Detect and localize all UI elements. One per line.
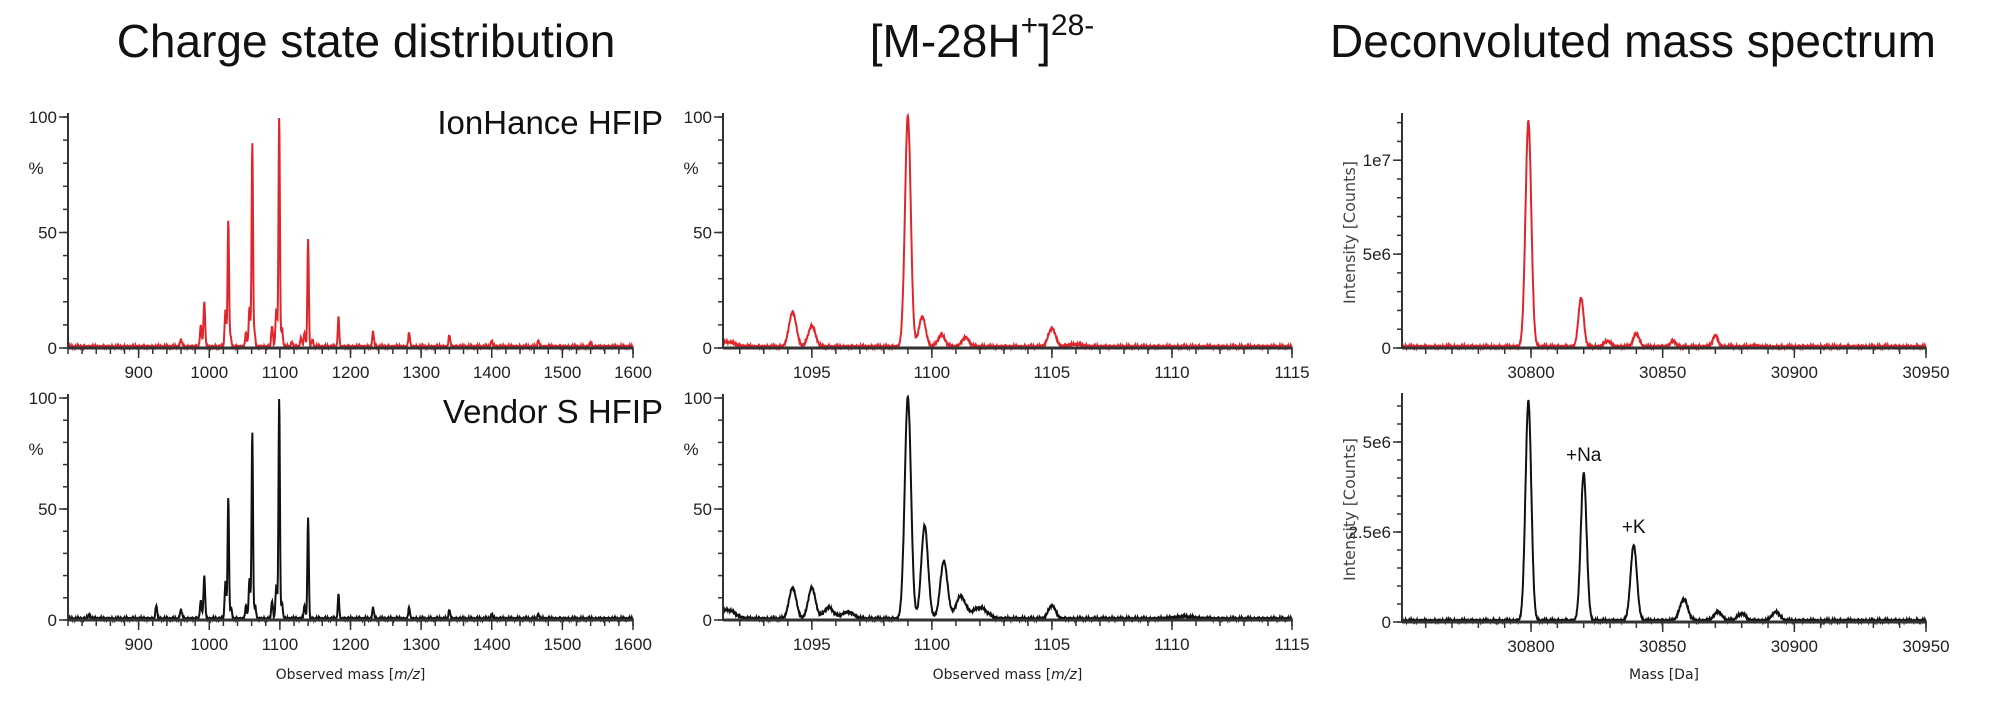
- x-tick-label: 1200: [332, 363, 370, 382]
- y-tick-label: 50: [693, 500, 712, 519]
- spectrum-line: [722, 394, 1293, 624]
- x-axis-label-italic: m/z: [1051, 667, 1077, 683]
- title-ion: [M-28H+]28-: [869, 11, 1094, 68]
- y-tick-label: 100: [684, 389, 712, 408]
- sample-label: IonHance HFIP: [437, 104, 663, 141]
- title-charge-state: Charge state distribution: [116, 15, 616, 67]
- x-tick-label: 1300: [402, 363, 440, 382]
- x-tick-label: 30850: [1639, 363, 1686, 382]
- x-tick-label: 30850: [1639, 637, 1686, 656]
- x-axis-label-post: ]: [420, 667, 425, 683]
- x-tick-label: 1400: [473, 635, 511, 654]
- y-tick-label: 0: [703, 611, 712, 630]
- x-tick-label: 30900: [1771, 637, 1818, 656]
- spectrum-line: [67, 398, 634, 624]
- y-tick-label: 0: [48, 611, 57, 630]
- title-ion-pre: [M-28H: [869, 15, 1021, 67]
- y-axis-label: %: [28, 159, 43, 178]
- x-tick-label: 1105: [1034, 363, 1071, 382]
- y-tick-label: 100: [684, 108, 712, 127]
- spectrum-line: [722, 112, 1293, 352]
- title-ion-mid: ]: [1038, 15, 1051, 67]
- x-tick-label: 1100: [914, 635, 951, 654]
- x-tick-label: 900: [124, 635, 152, 654]
- x-tick-label: 30900: [1771, 363, 1818, 382]
- peak-annotation: +Na: [1566, 445, 1602, 466]
- x-axis-label: Observed mass [m/z]: [276, 667, 426, 683]
- y-axis-label: Intensity [Counts]: [1340, 438, 1359, 581]
- panel-zoom-vendor: 1095 1100 1105 1110 1115 0 50 100% Observed mass…: [683, 389, 1309, 683]
- x-tick-label: 1600: [614, 363, 652, 382]
- x-tick-label: 30950: [1902, 637, 1949, 656]
- panel-zoom-ionhance: 1095 1100 1105 1110 1115 0 50 100%: [683, 108, 1309, 382]
- x-axis-label-pre: Observed mass [: [933, 667, 1052, 683]
- y-tick-label: 5e6: [1363, 245, 1391, 264]
- peak-annotation: +K: [1622, 517, 1646, 538]
- x-tick-label: 1095: [793, 635, 831, 654]
- x-axis-label: Mass [Da]: [1629, 667, 1699, 683]
- x-tick-label: 1100: [262, 635, 299, 654]
- x-tick-label: 30800: [1507, 637, 1554, 656]
- y-tick-label: 100: [29, 389, 57, 408]
- x-tick-label: 1500: [543, 363, 581, 382]
- x-axis-label-italic: m/z: [394, 667, 420, 683]
- x-tick-label: 1095: [793, 363, 831, 382]
- y-axis-label: Intensity [Counts]: [1340, 161, 1359, 304]
- y-tick-label: 100: [29, 108, 57, 127]
- x-tick-label: 30950: [1902, 363, 1949, 382]
- y-tick-label: 50: [693, 224, 712, 243]
- y-tick-label: 2.5e6: [1348, 523, 1391, 542]
- y-tick-label: 1e7: [1363, 151, 1391, 170]
- x-tick-label: 1115: [1274, 635, 1309, 654]
- title-ion-sup1: +: [1020, 9, 1039, 42]
- x-tick-label: 900: [124, 363, 152, 382]
- panel-charge-ionhance: 900 1000 1100 1200 1300 1400 1500 1600 0 50 100% Io…: [28, 104, 663, 382]
- x-axis-label: Observed mass [m/z]: [933, 667, 1083, 683]
- x-tick-label: 1100: [262, 363, 299, 382]
- y-axis-label: %: [683, 440, 698, 459]
- y-tick-label: 50: [38, 224, 57, 243]
- spectrum-line: [67, 117, 634, 352]
- y-tick-label: 0: [48, 339, 57, 358]
- x-tick-label: 1500: [543, 635, 581, 654]
- x-axis-label-pre: Observed mass [: [276, 667, 395, 683]
- x-tick-label: 1000: [190, 635, 228, 654]
- x-tick-label: 30800: [1507, 363, 1554, 382]
- x-tick-label: 1300: [402, 635, 440, 654]
- y-tick-label: 0: [703, 339, 712, 358]
- x-axis-label-post: ]: [1077, 667, 1082, 683]
- x-tick-label: 1110: [1154, 363, 1189, 382]
- x-tick-label: 1115: [1274, 363, 1309, 382]
- x-tick-label: 1600: [614, 635, 652, 654]
- spectrum-line: [1401, 399, 1927, 626]
- x-tick-label: 1110: [1154, 635, 1189, 654]
- y-axis-label: %: [28, 440, 43, 459]
- x-tick-label: 1105: [1034, 635, 1071, 654]
- x-tick-label: 1400: [473, 363, 511, 382]
- panel-charge-vendor: 900 1000 1100 1200 1300 1400 1500 1600 0 50 100% Ve…: [28, 389, 663, 683]
- x-tick-label: 1100: [914, 363, 951, 382]
- title-ion-sup2: 28-: [1050, 9, 1095, 42]
- y-axis-label: %: [683, 159, 698, 178]
- y-tick-label: 50: [38, 500, 57, 519]
- y-tick-label: 0: [1382, 339, 1391, 358]
- sample-label: Vendor S HFIP: [443, 393, 663, 430]
- y-tick-label: 5e6: [1363, 433, 1391, 452]
- x-tick-label: 1000: [190, 363, 228, 382]
- x-axis-label-pre: Mass [Da]: [1629, 667, 1699, 683]
- y-tick-label: 0: [1382, 613, 1391, 632]
- x-tick-label: 1200: [332, 635, 370, 654]
- title-deconvoluted: Deconvoluted mass spectrum: [1330, 15, 1936, 67]
- spectrum-line: [1401, 119, 1927, 352]
